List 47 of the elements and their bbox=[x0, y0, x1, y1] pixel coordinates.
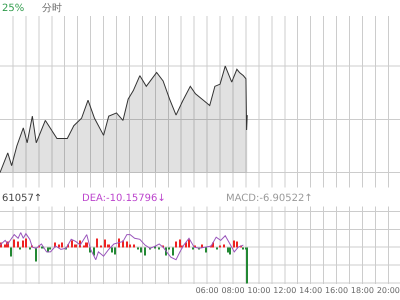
x-tick-label: 18:00 bbox=[350, 286, 374, 295]
bar bbox=[179, 239, 181, 248]
x-tick-label: 10:00 bbox=[247, 286, 270, 295]
bar bbox=[35, 247, 37, 262]
bar bbox=[201, 244, 203, 248]
text: 分时 bbox=[42, 2, 62, 14]
bar bbox=[223, 244, 225, 248]
x-tick-label: 20:00 bbox=[376, 286, 400, 295]
bar bbox=[133, 244, 135, 248]
bar bbox=[4, 244, 6, 248]
bar bbox=[61, 242, 63, 248]
bar bbox=[246, 247, 248, 284]
bar bbox=[104, 239, 106, 248]
bar bbox=[172, 247, 174, 256]
text: DEA:-10.15796↓ bbox=[82, 193, 166, 204]
text: 61057↑ bbox=[2, 193, 42, 204]
bar bbox=[74, 244, 77, 248]
bar bbox=[10, 247, 12, 256]
bar bbox=[236, 241, 238, 248]
bar bbox=[229, 247, 231, 254]
x-tick-label: 16:00 bbox=[325, 286, 348, 295]
text: 25% bbox=[2, 3, 24, 14]
bar bbox=[111, 247, 113, 252]
bar bbox=[85, 242, 88, 248]
text: MACD:-6.90522↑ bbox=[226, 193, 313, 204]
bar bbox=[188, 239, 190, 248]
bar bbox=[13, 239, 15, 248]
x-tick-label: 06:00 bbox=[196, 286, 219, 295]
bar bbox=[129, 244, 131, 248]
bar bbox=[71, 240, 73, 248]
bar bbox=[58, 244, 60, 248]
bar bbox=[140, 247, 142, 252]
bar bbox=[96, 238, 98, 248]
bar bbox=[227, 247, 229, 252]
bar bbox=[205, 247, 207, 252]
x-tick-label: 12:00 bbox=[273, 286, 296, 295]
bar bbox=[233, 240, 235, 248]
bar bbox=[25, 238, 27, 248]
x-tick-label: 14:00 bbox=[299, 286, 322, 295]
bar bbox=[17, 241, 19, 248]
bar bbox=[175, 241, 177, 248]
bar bbox=[93, 247, 95, 256]
bar bbox=[144, 247, 146, 256]
bar bbox=[114, 247, 116, 254]
bar bbox=[22, 240, 24, 248]
bar bbox=[126, 241, 128, 248]
x-tick-label: 08:00 bbox=[221, 286, 245, 295]
